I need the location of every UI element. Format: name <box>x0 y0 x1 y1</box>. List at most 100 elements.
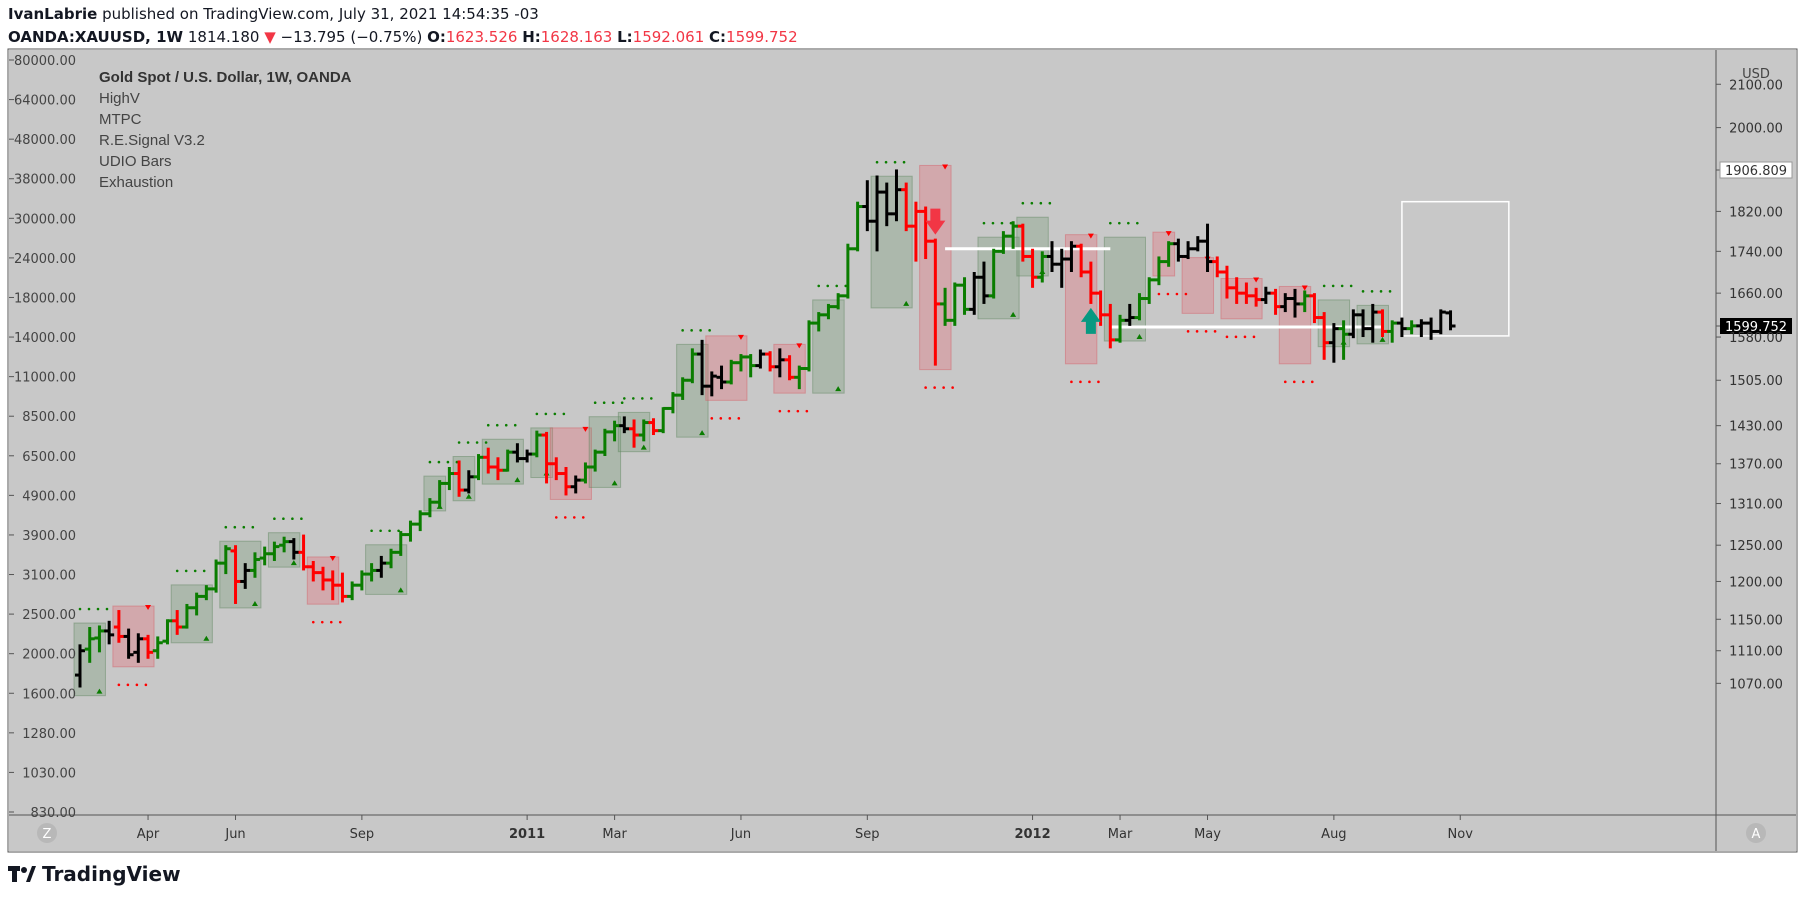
ohlc-bar <box>570 475 581 494</box>
chart-frame <box>7 48 1798 853</box>
mtpc-triangle <box>903 300 910 306</box>
ohlc-bar <box>1153 256 1164 286</box>
exhaustion-dot <box>1175 292 1179 296</box>
ohlc-bar <box>765 351 776 372</box>
exhaustion-dot <box>193 569 197 573</box>
bottom-axis-bg[interactable] <box>9 815 1796 851</box>
ohlc-bar <box>327 570 338 601</box>
tradingview-logo[interactable]: TradingView <box>8 862 181 886</box>
ohlc-bar <box>638 419 649 442</box>
ohlc-bar <box>901 182 912 232</box>
ohlc-bar <box>667 392 678 414</box>
ohlc-bar <box>648 418 659 436</box>
exhaustion-dot <box>320 620 324 624</box>
exhaustion-dot <box>982 221 986 225</box>
exhaustion-dot <box>1283 380 1287 384</box>
left-axis-label: 6500.00 <box>22 450 76 465</box>
exhaustion-dot <box>338 620 342 624</box>
mtpc-triangle <box>737 334 744 340</box>
mtpc-triangle <box>465 493 472 499</box>
mtpc-triangle <box>251 600 258 606</box>
ohlc-bar <box>473 454 484 481</box>
mtpc-triangle <box>1253 277 1260 283</box>
exhaustion-dot <box>1243 335 1247 339</box>
exhaustion-dot <box>1109 221 1112 225</box>
close-value: 1599.752 <box>726 28 798 46</box>
ohlc-bar <box>599 428 610 456</box>
exhaustion-dot <box>951 386 954 389</box>
price-tick-label: 1200.00 <box>1729 575 1783 590</box>
exhaustion-dot <box>1184 292 1188 296</box>
exhaustion-dot <box>144 683 148 687</box>
mtpc-triangle <box>329 555 336 561</box>
legend: Gold Spot / U.S. Dollar, 1W, OANDA HighV… <box>99 69 352 191</box>
time-axis-label: Mar <box>1108 827 1133 842</box>
last-price: 1814.180 <box>187 28 260 46</box>
legend-indicator[interactable]: HighV <box>99 90 140 107</box>
left-axis-label: 3900.00 <box>22 529 76 544</box>
ohlc-bar <box>463 470 474 494</box>
ohlc-bar <box>726 359 737 385</box>
ohlc-bar <box>590 449 601 472</box>
plot-area[interactable] <box>9 50 1716 815</box>
author-name[interactable]: IvanLabrie <box>8 5 98 23</box>
exhaustion-dot <box>1118 221 1121 225</box>
ohlc-bar <box>259 546 270 566</box>
log-scale-button[interactable]: Z <box>37 823 57 843</box>
left-axis-label: 48000.00 <box>14 133 76 148</box>
ohlc-bar <box>1056 248 1067 288</box>
left-axis-label: 3100.00 <box>22 569 76 584</box>
right-axis: 2100.00 2000.00 1906.809 1820.00 1740.00 1660… <box>1716 78 1793 692</box>
ohlc-bar <box>191 592 202 616</box>
exhaustion-dot <box>1127 221 1130 225</box>
exhaustion-dot <box>233 525 237 529</box>
mtpc-triangle <box>203 635 210 641</box>
mtpc-triangle <box>699 430 706 436</box>
ohlc-bar <box>424 498 435 518</box>
ohlc-bar <box>1115 314 1126 343</box>
ohlc-bar <box>1124 303 1135 326</box>
ohlc-bar <box>376 555 387 578</box>
ohlc-bar <box>1017 223 1028 262</box>
exhaustion-dot <box>1166 292 1170 296</box>
time-axis-label: Aug <box>1321 827 1346 842</box>
exhaustion-dot <box>593 401 597 405</box>
legend-indicator[interactable]: UDIO Bars <box>99 153 172 170</box>
exhaustion-dot <box>1322 284 1326 288</box>
ohlc-bar <box>172 610 183 635</box>
legend-indicator[interactable]: Exhaustion <box>99 174 173 191</box>
ohlc-bar <box>1134 293 1145 321</box>
ohlc-bar <box>415 510 426 532</box>
legend-title[interactable]: Gold Spot / U.S. Dollar, 1W, OANDA <box>99 69 352 86</box>
time-axis-label: Jun <box>730 827 751 842</box>
symbol-name[interactable]: OANDA:XAUUSD, 1W <box>8 28 184 46</box>
ohlc-bar <box>1105 303 1116 349</box>
exhaustion-dot <box>924 386 927 389</box>
ohlc-bar <box>1037 251 1048 283</box>
exhaustion-dot <box>796 409 800 413</box>
ohlc-bar <box>502 449 513 472</box>
legend-indicator[interactable]: R.E.Signal V3.2 <box>99 132 205 149</box>
open-value: 1623.526 <box>445 28 518 46</box>
legend-indicator[interactable]: MTPC <box>99 111 142 128</box>
mtpc-triangle <box>514 477 521 483</box>
ohlc-bar <box>735 354 746 372</box>
published-text: published on TradingView.com, July 31, 2… <box>102 5 539 23</box>
ohlc-bar <box>561 466 571 496</box>
exhaustion-dot <box>1310 380 1314 384</box>
exhaustion-dot <box>1070 380 1073 384</box>
ohlc-bar <box>677 377 688 400</box>
exhaustion-dot <box>1186 330 1190 333</box>
ohlc-bar <box>1367 303 1378 343</box>
exhaustion-dot <box>728 417 732 420</box>
auto-scale-button[interactable]: A <box>1746 823 1766 843</box>
left-axis-label: 2500.00 <box>22 608 76 623</box>
exhaustion-dot <box>504 423 508 427</box>
exhaustion-dot <box>1292 380 1296 384</box>
price-tick-label: 1599.752 <box>1725 320 1787 335</box>
left-axis-label: 38000.00 <box>14 173 76 188</box>
ohlc-layer <box>75 169 1456 688</box>
mtpc-triangle <box>1010 311 1017 317</box>
ohlc-bar <box>201 585 212 601</box>
